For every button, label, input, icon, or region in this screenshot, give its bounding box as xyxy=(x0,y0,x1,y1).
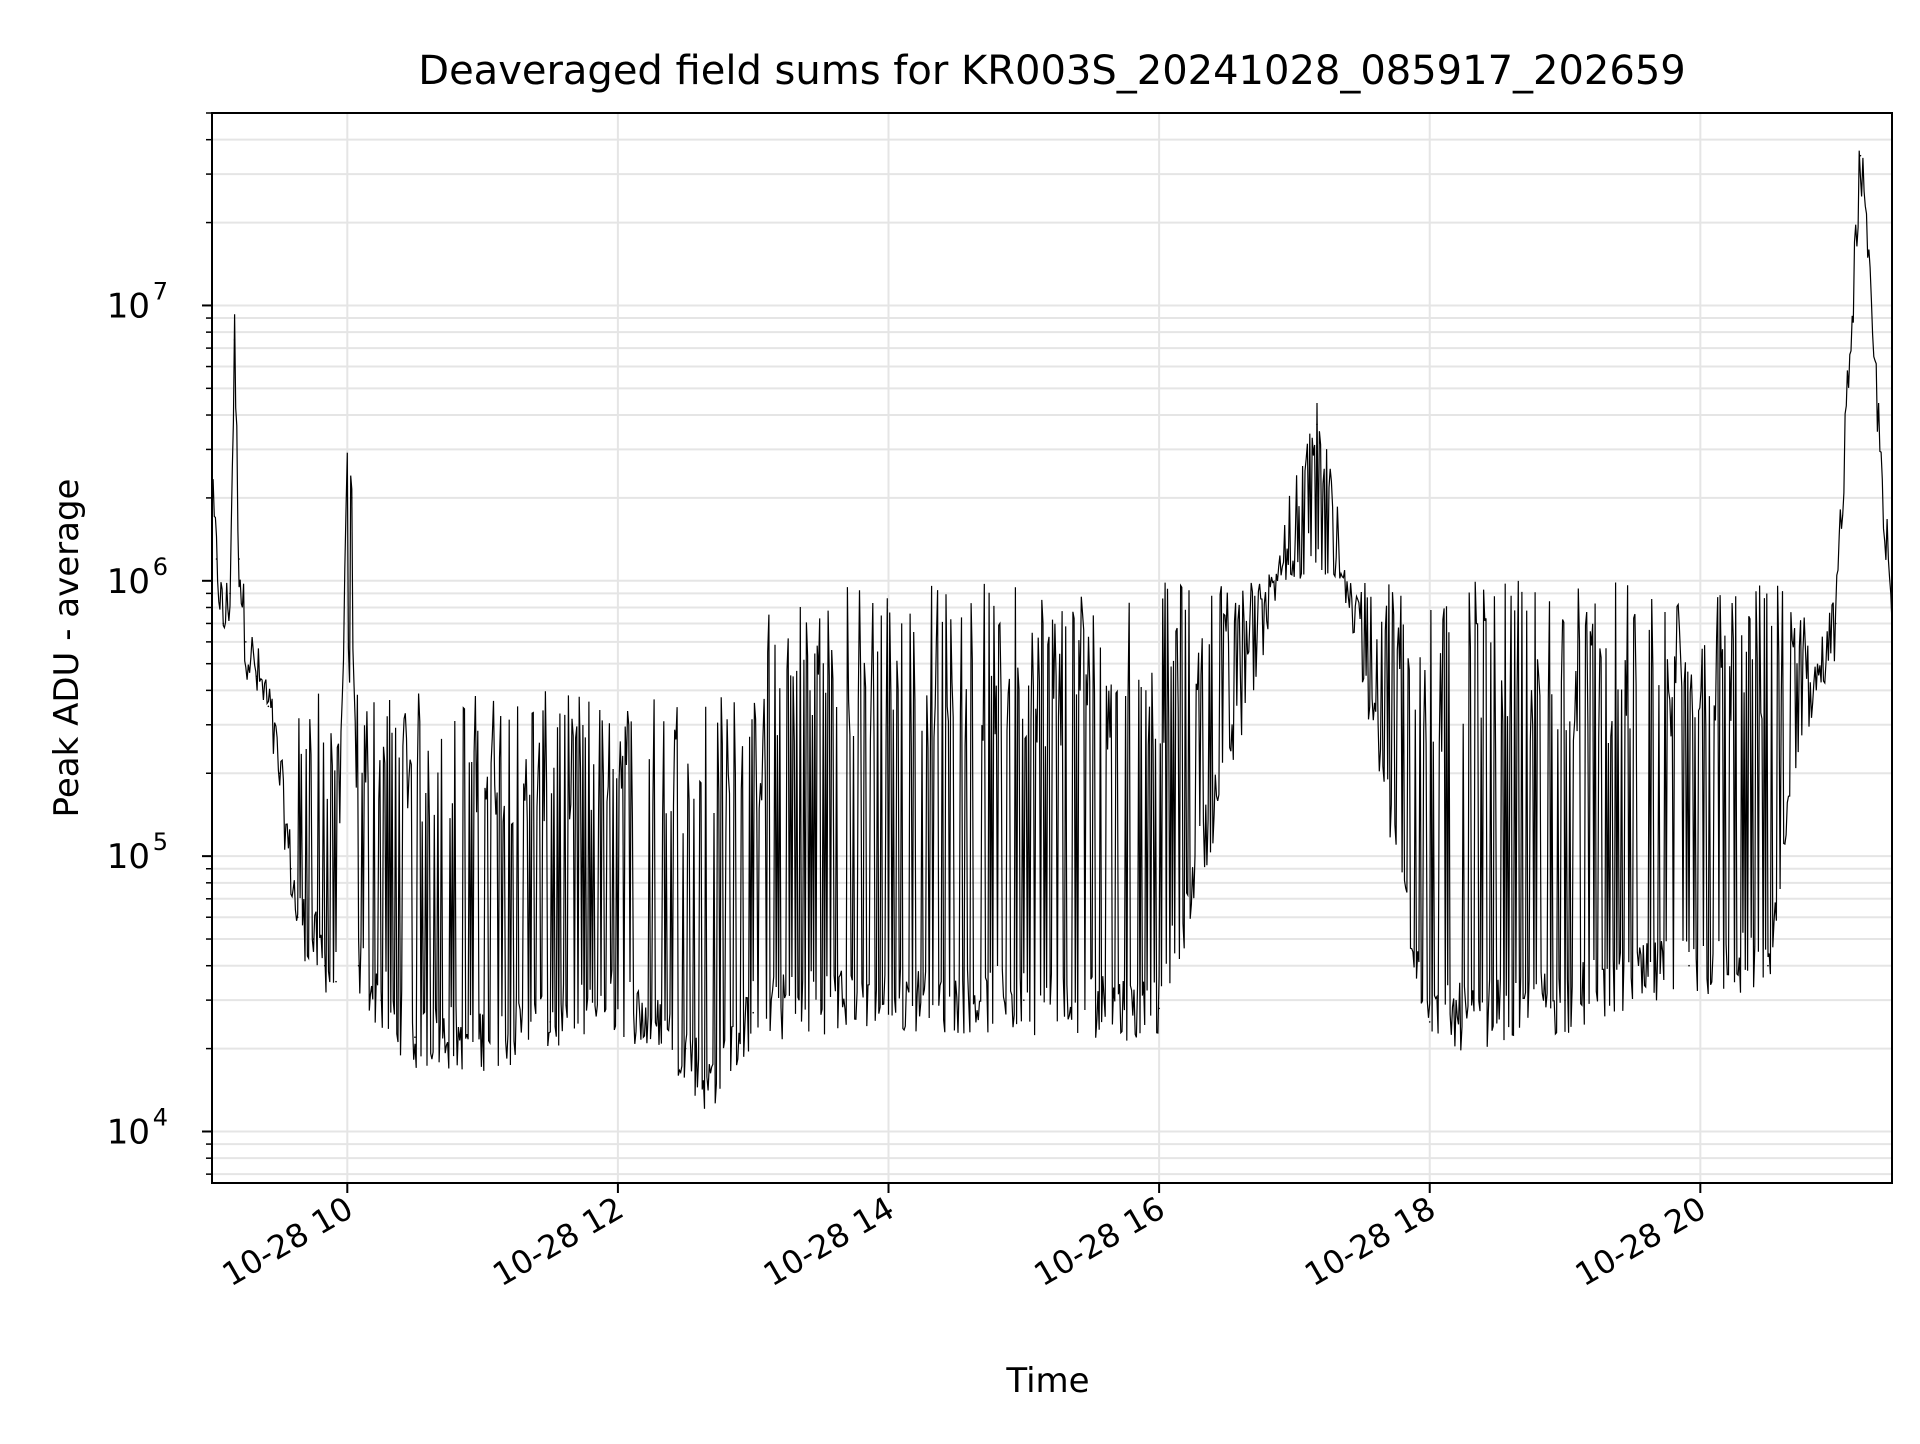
data-point xyxy=(233,339,236,341)
y-tick-exponent: 7 xyxy=(153,277,168,305)
data-point xyxy=(617,999,619,1001)
data-point xyxy=(707,1082,709,1084)
y-tick-exponent: 5 xyxy=(153,828,168,856)
y-tick-label: 10 xyxy=(107,1112,150,1152)
chart-title: Deaveraged field sums for KR003S_2024102… xyxy=(418,48,1685,94)
data-point xyxy=(481,1036,484,1039)
data-point xyxy=(1564,999,1566,1001)
data-point xyxy=(215,558,218,560)
y-axis-label: Peak ADU - average xyxy=(47,479,87,818)
data-point xyxy=(1859,154,1862,157)
data-point xyxy=(222,622,225,625)
data-point xyxy=(238,558,240,560)
data-point xyxy=(296,916,299,919)
data-point xyxy=(323,964,326,967)
data-point xyxy=(267,705,270,708)
y-tick-label: 10 xyxy=(107,286,150,326)
data-point xyxy=(351,497,353,499)
data-point xyxy=(1834,622,1837,625)
data-point xyxy=(245,641,247,643)
y-tick-label: 10 xyxy=(107,562,150,602)
data-point xyxy=(1688,964,1690,967)
y-tick-exponent: 4 xyxy=(153,1103,168,1131)
y-tick-exponent: 6 xyxy=(153,553,168,581)
data-point xyxy=(752,1011,755,1014)
plot-frame xyxy=(211,112,1893,1184)
data-point xyxy=(1767,964,1769,967)
data-point xyxy=(1800,723,1803,726)
data-point xyxy=(820,999,822,1001)
data-point xyxy=(346,485,349,488)
data-point xyxy=(256,675,258,678)
data-point xyxy=(1023,999,1025,1001)
data-point xyxy=(1158,1007,1160,1010)
series-line xyxy=(211,150,1893,1109)
data-point xyxy=(549,1021,552,1023)
data-point xyxy=(290,867,292,870)
data-point xyxy=(357,964,360,967)
data-point xyxy=(414,1036,416,1039)
x-axis-label: Time xyxy=(1005,1361,1089,1401)
data-point xyxy=(1316,423,1318,426)
data-point xyxy=(229,592,231,595)
data-layer xyxy=(211,150,1893,1109)
data-point xyxy=(380,999,382,1001)
data-point xyxy=(1428,1021,1431,1023)
data-point xyxy=(684,1047,687,1050)
data-point xyxy=(278,772,281,775)
data-point xyxy=(887,999,890,1001)
data-point xyxy=(335,980,337,983)
data-point xyxy=(312,938,315,940)
y-tick-label: 10 xyxy=(107,837,150,877)
